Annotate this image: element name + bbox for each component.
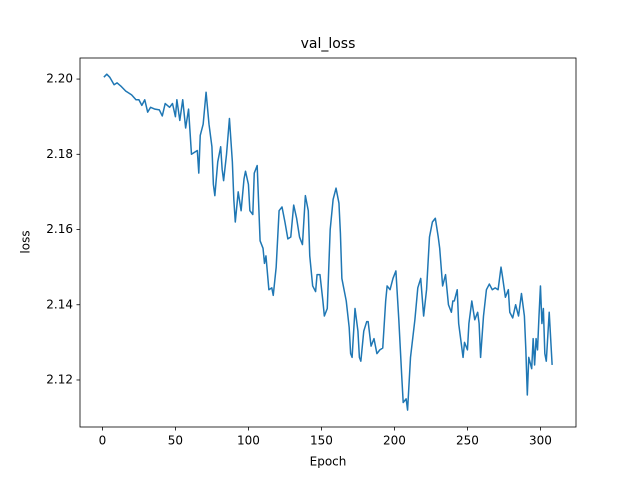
- x-tick-label: 50: [168, 434, 183, 448]
- chart-title: val_loss: [301, 36, 356, 52]
- x-tick-label: 300: [529, 434, 552, 448]
- plot-frame: [79, 57, 577, 428]
- x-tick-label: 100: [237, 434, 260, 448]
- x-tick-label: 0: [99, 434, 107, 448]
- y-axis-label: loss: [19, 230, 33, 253]
- x-tick-label: 200: [383, 434, 406, 448]
- y-tick-label: 2.20: [46, 72, 73, 86]
- x-tick-label: 150: [310, 434, 333, 448]
- x-tick-label: 250: [456, 434, 479, 448]
- data-line: [103, 73, 553, 411]
- y-tick-label: 2.14: [46, 297, 73, 311]
- x-axis-label: Epoch: [310, 455, 347, 469]
- y-tick-label: 2.12: [46, 372, 73, 386]
- y-tick-label: 2.16: [46, 222, 73, 236]
- y-tick-label: 2.18: [46, 147, 73, 161]
